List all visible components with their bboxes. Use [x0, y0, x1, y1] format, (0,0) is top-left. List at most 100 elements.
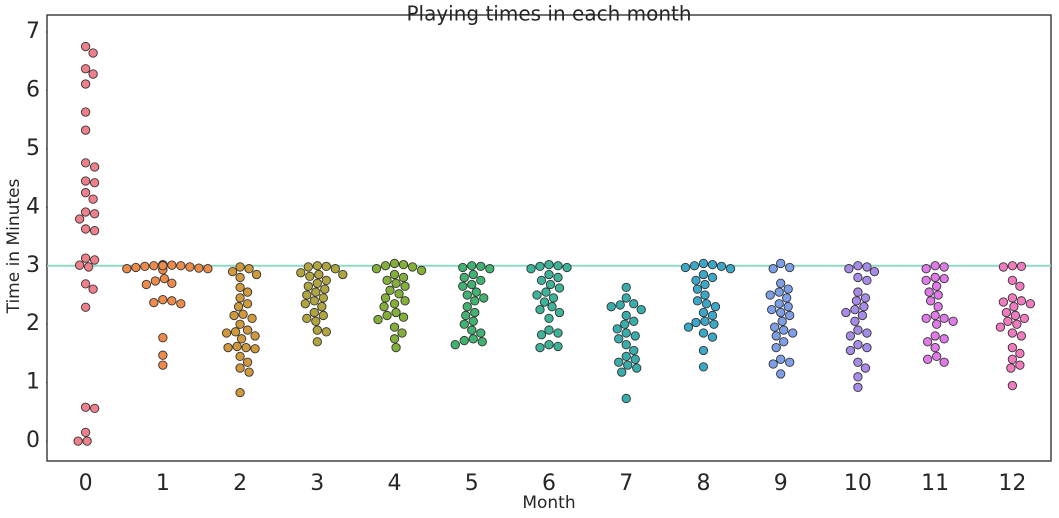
data-point [932, 351, 942, 362]
data-point [80, 79, 91, 89]
data-point [391, 342, 401, 353]
data-point [1007, 261, 1018, 271]
data-point [80, 279, 91, 289]
y-tick-label: 0 [26, 428, 40, 453]
data-point [932, 281, 942, 291]
plot-frame [46, 14, 1052, 462]
data-point [223, 342, 233, 353]
data-point [544, 259, 554, 270]
data-point [467, 325, 477, 335]
data-point [300, 299, 310, 309]
data-point [850, 304, 860, 315]
data-point [391, 278, 401, 288]
data-point [547, 302, 557, 312]
data-point [382, 310, 392, 321]
data-point [229, 310, 239, 321]
data-point [242, 299, 253, 309]
data-point [236, 334, 247, 344]
x-tick-label: 9 [774, 471, 788, 496]
data-point [89, 255, 100, 265]
data-point [612, 324, 622, 334]
data-point [779, 325, 789, 335]
x-tick-label: 7 [619, 471, 633, 496]
data-point [698, 345, 709, 356]
data-point [373, 314, 383, 325]
data-point [698, 269, 709, 280]
data-point [621, 393, 631, 404]
data-point [235, 363, 245, 373]
data-point [930, 331, 940, 341]
data-point [853, 340, 863, 350]
data-point [683, 322, 694, 332]
data-point [1009, 302, 1019, 312]
data-point [250, 344, 260, 354]
data-point [242, 325, 253, 335]
data-point [479, 293, 489, 303]
data-point [1015, 360, 1025, 370]
data-point [1016, 331, 1027, 341]
data-point [526, 264, 536, 274]
data-point [176, 261, 186, 271]
data-point [998, 262, 1009, 272]
x-tick-label: 5 [465, 471, 479, 496]
data-point [606, 302, 616, 312]
data-point [379, 302, 389, 312]
x-tick-label: 8 [696, 471, 710, 496]
data-point [862, 262, 872, 272]
data-point [995, 322, 1006, 332]
data-point [221, 328, 232, 338]
data-point [620, 319, 630, 329]
data-point [467, 279, 477, 290]
data-point [407, 262, 418, 272]
data-point [930, 310, 940, 321]
y-tick-label: 6 [26, 77, 40, 102]
data-point [159, 273, 169, 284]
data-point [779, 337, 789, 347]
data-point [468, 316, 478, 326]
data-point [615, 300, 625, 310]
data-point [544, 325, 554, 335]
data-point [553, 341, 563, 352]
data-point [1010, 310, 1021, 321]
data-point [80, 41, 91, 52]
data-point [468, 269, 478, 280]
data-point [698, 362, 709, 372]
data-point [921, 313, 931, 324]
data-point [544, 340, 554, 350]
data-point [1007, 342, 1018, 353]
data-point [614, 357, 624, 367]
data-point [614, 334, 624, 344]
data-point [244, 264, 254, 274]
x-tick-label: 11 [921, 471, 949, 496]
data-point [312, 325, 322, 335]
data-point [535, 342, 545, 353]
data-point [88, 194, 98, 204]
data-point [158, 360, 168, 370]
data-point [250, 331, 260, 341]
data-point [89, 178, 100, 188]
data-point [776, 354, 786, 364]
data-point [860, 293, 871, 303]
data-point [80, 188, 91, 198]
data-point [1019, 313, 1030, 324]
data-point [467, 261, 477, 271]
data-point [930, 272, 940, 283]
data-point [80, 207, 91, 217]
data-point [312, 278, 322, 288]
data-point [389, 299, 400, 309]
data-point [244, 367, 254, 377]
data-point [167, 278, 177, 288]
data-point [459, 319, 469, 329]
data-point [389, 269, 400, 280]
data-point [845, 331, 856, 341]
data-point [1001, 307, 1012, 318]
data-point [860, 363, 871, 373]
data-point [398, 259, 409, 270]
data-point [621, 282, 631, 293]
data-point [462, 302, 472, 312]
data-point [774, 287, 784, 297]
data-point [320, 284, 330, 294]
data-point [89, 226, 100, 236]
data-point [251, 269, 262, 280]
data-point [998, 297, 1009, 307]
